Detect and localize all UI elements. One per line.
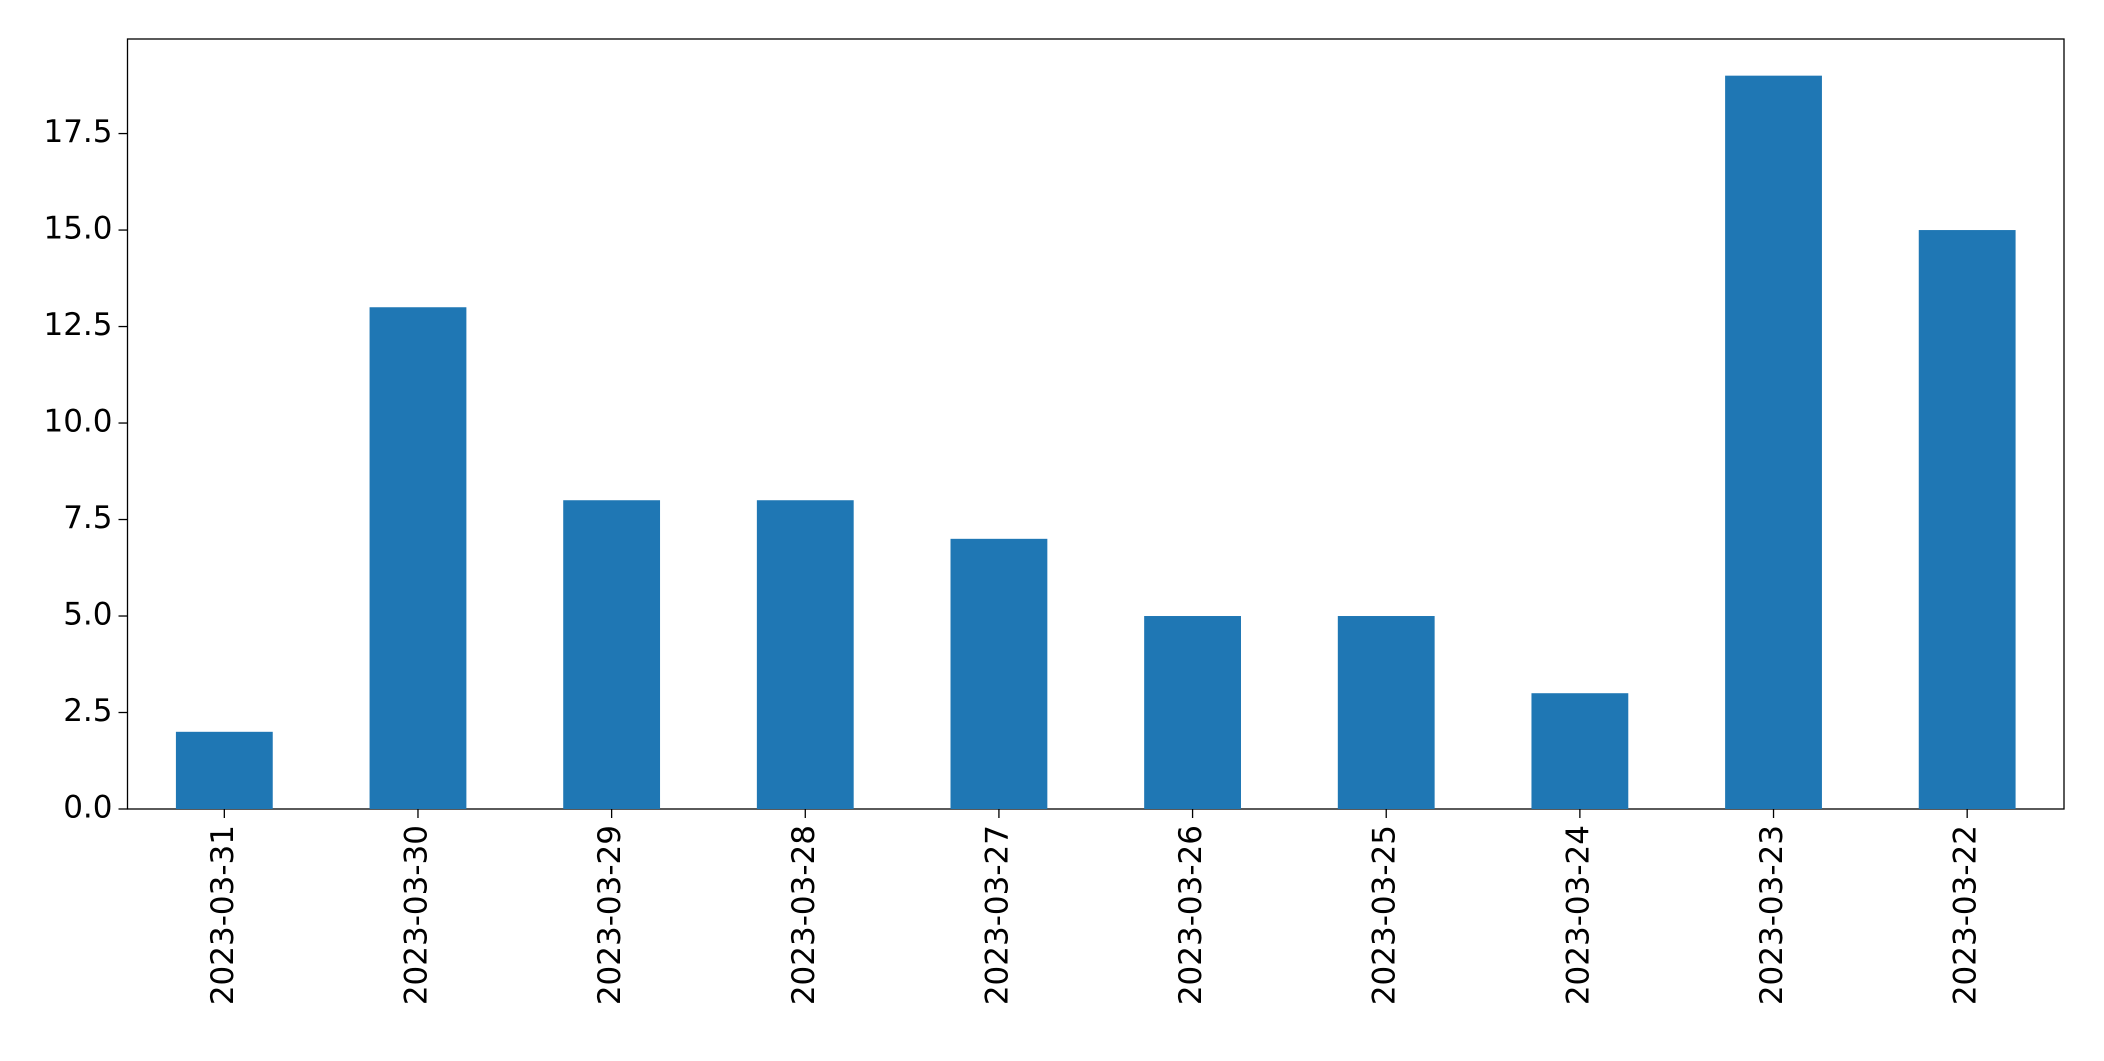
- x-tick-label: 2023-03-29: [592, 825, 628, 1005]
- bar: [756, 500, 854, 809]
- x-tick-label: 2023-03-27: [979, 825, 1015, 1005]
- bar: [950, 538, 1048, 809]
- bar: [1531, 693, 1629, 809]
- bar: [175, 731, 273, 809]
- x-tick-label: 2023-03-30: [398, 825, 434, 1005]
- y-tick-label: 10.0: [43, 404, 112, 440]
- y-tick-label: 0.0: [63, 790, 112, 826]
- y-tick-label: 15.0: [43, 211, 112, 247]
- bar: [1918, 230, 2016, 810]
- y-tick-label: 2.5: [63, 693, 112, 729]
- y-tick-label: 12.5: [43, 307, 112, 343]
- x-tick-label: 2023-03-22: [1948, 825, 1984, 1005]
- bar: [369, 307, 467, 809]
- x-tick-label: 2023-03-28: [786, 825, 822, 1005]
- x-tick-label: 2023-03-23: [1754, 825, 1790, 1005]
- bar: [1144, 616, 1241, 809]
- y-tick-label: 7.5: [63, 500, 112, 536]
- x-tick-label: 2023-03-31: [205, 825, 241, 1005]
- bar: [1725, 75, 1822, 809]
- axes-frame: [126, 38, 2065, 810]
- x-tick-label: 2023-03-25: [1367, 825, 1403, 1005]
- x-tick-label: 2023-03-24: [1560, 825, 1596, 1005]
- y-tick-label: 5.0: [63, 597, 112, 633]
- x-tick-label: 2023-03-26: [1173, 825, 1209, 1005]
- y-tick-label: 17.5: [43, 114, 112, 150]
- bar: [563, 500, 661, 809]
- bar: [1337, 616, 1435, 809]
